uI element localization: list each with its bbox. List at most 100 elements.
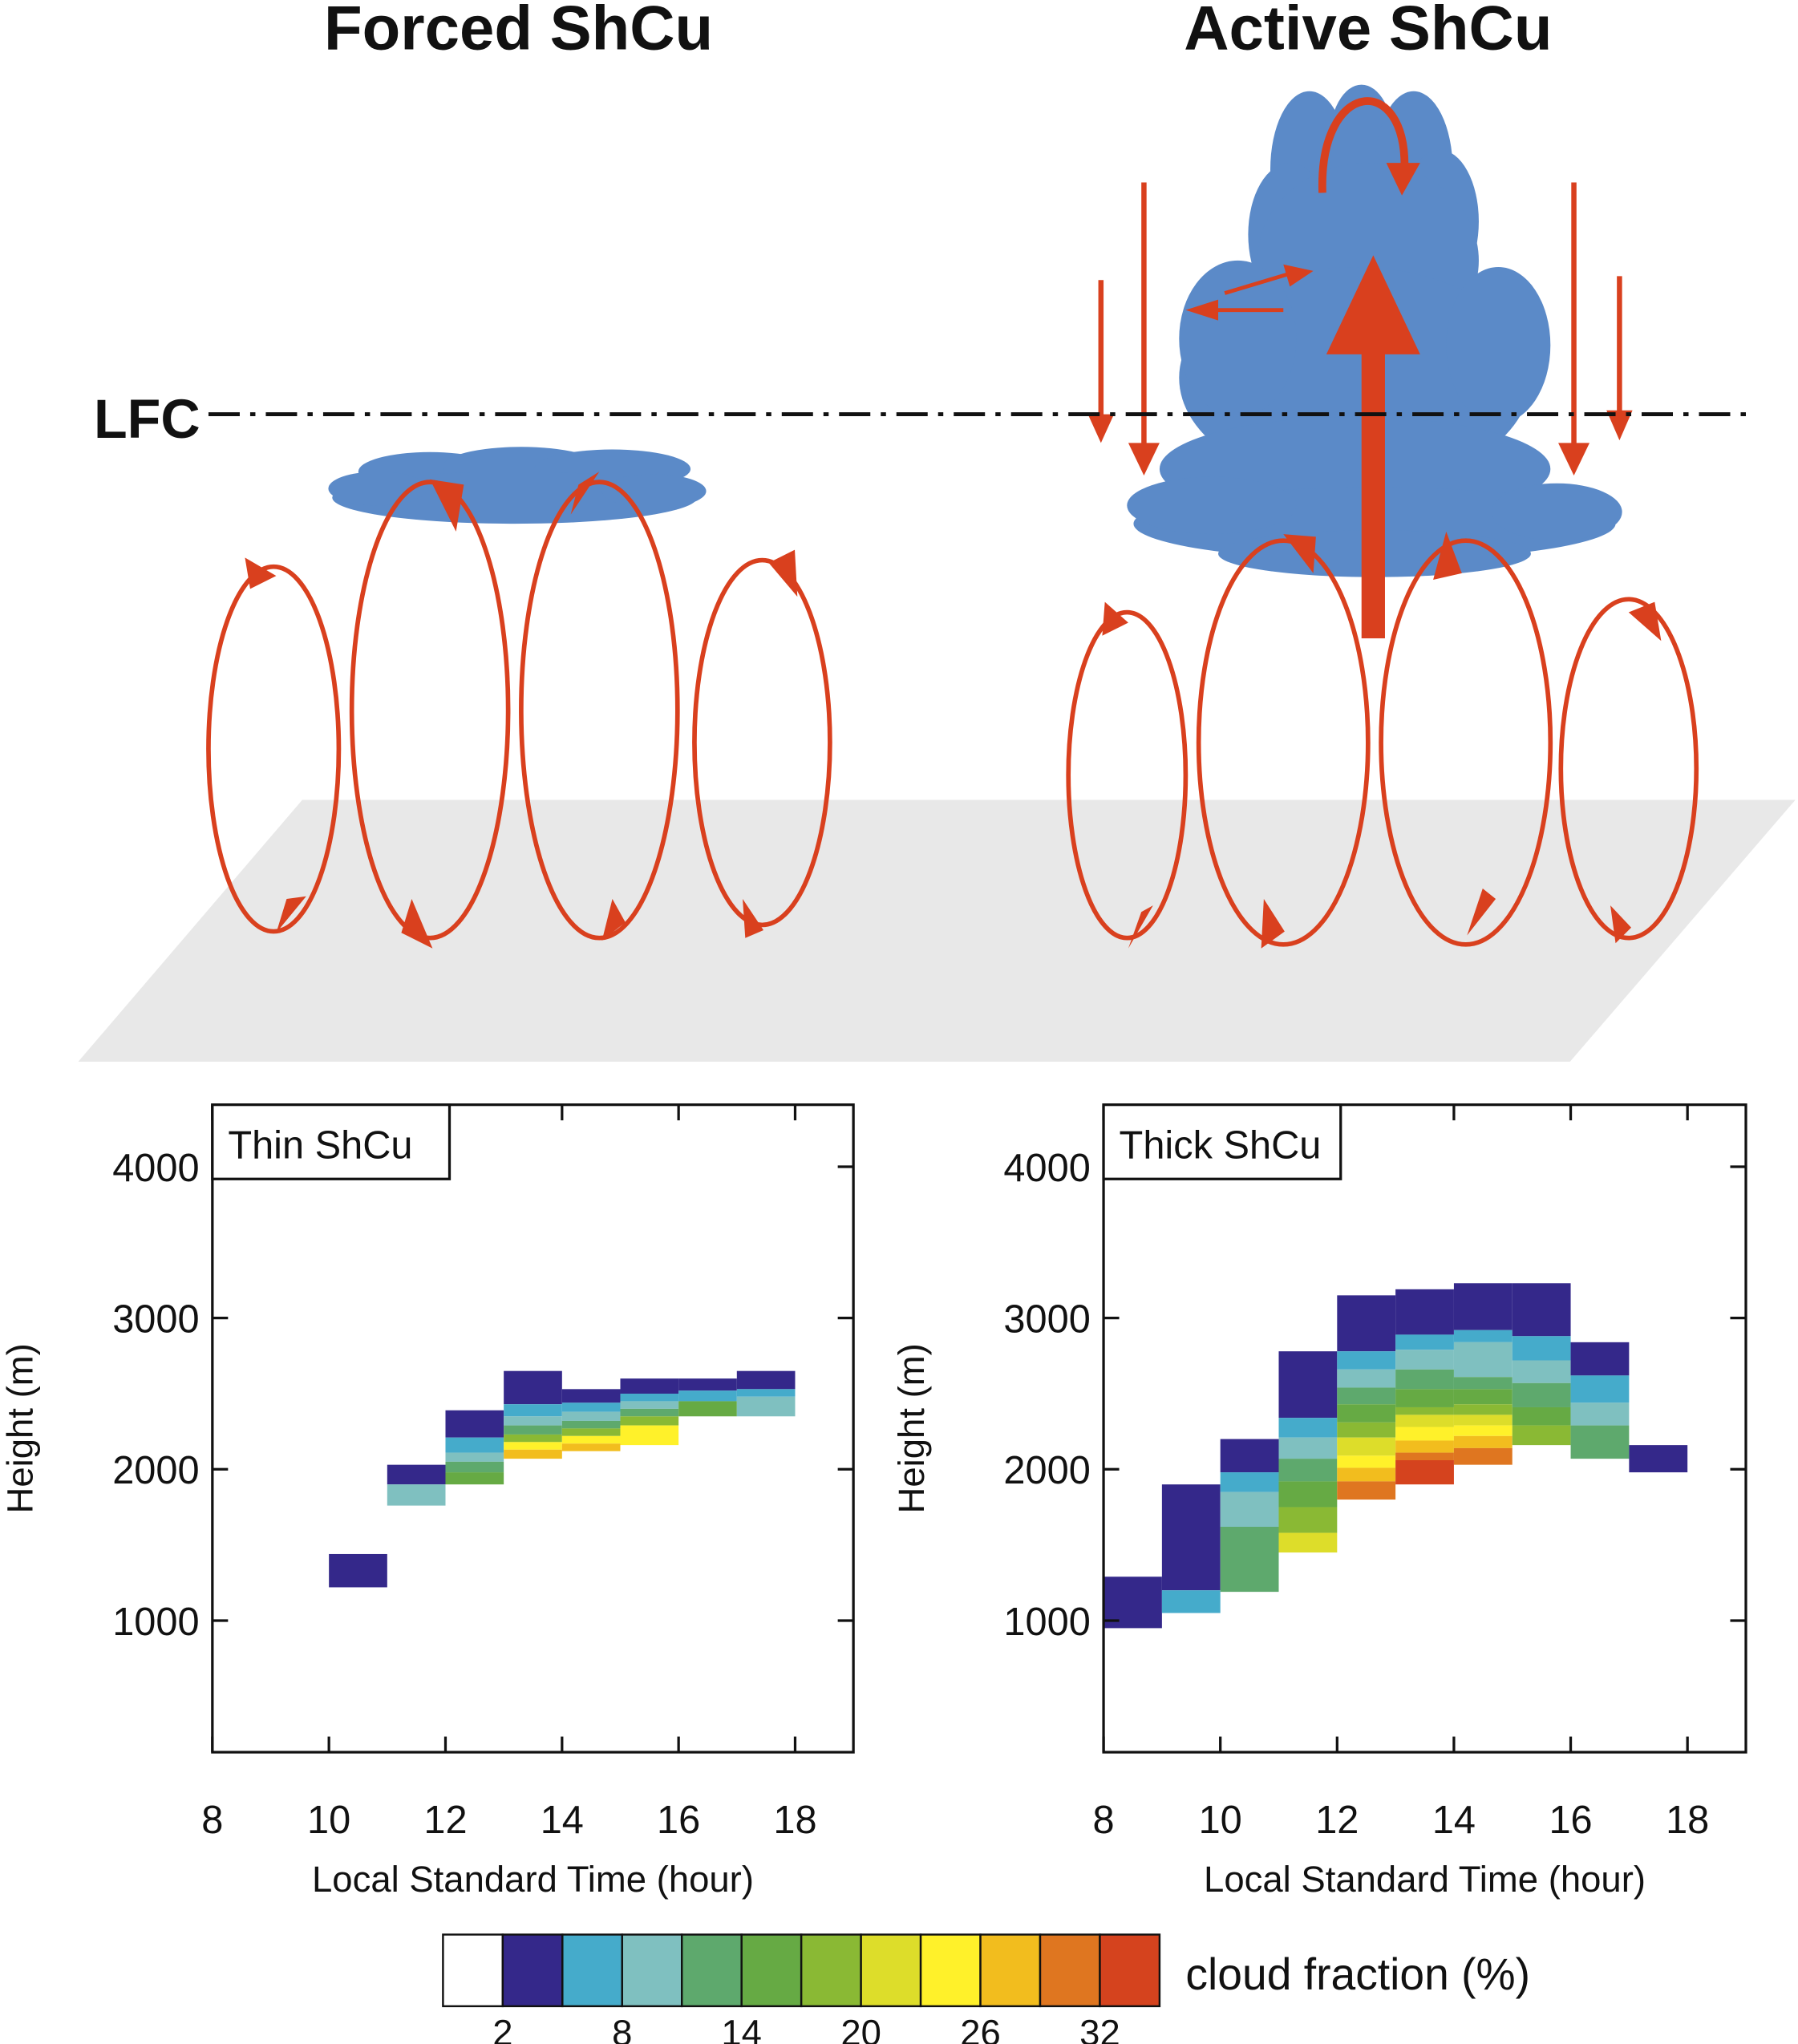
heatmap-cell <box>1629 1445 1688 1473</box>
heatmap-cell <box>1395 1389 1454 1407</box>
colorbar-tick-label: 2 <box>492 2013 512 2044</box>
heatmap-cell <box>1570 1402 1630 1426</box>
heatmap-cell <box>504 1404 562 1417</box>
heatmap-cell <box>561 1435 621 1444</box>
heatmap-cell <box>561 1443 621 1451</box>
heatmap-cell <box>1453 1377 1513 1390</box>
heatmap-cell <box>620 1401 679 1409</box>
colorbar-tick-label: 14 <box>721 2013 762 2044</box>
heatmap-cell <box>620 1408 679 1417</box>
heatmap-cell <box>504 1370 562 1405</box>
panel-label: Thick ShCu <box>1120 1123 1322 1167</box>
heatmap-cell <box>1512 1360 1571 1383</box>
heatmap-cell <box>620 1425 679 1446</box>
heatmap-cell <box>561 1389 621 1403</box>
x-tick-label: 18 <box>773 1799 816 1842</box>
panel-label-box <box>211 1103 452 1180</box>
heatmap-cell <box>1453 1330 1513 1342</box>
heatmap-cell <box>1337 1422 1396 1438</box>
heatmap-cell <box>1395 1440 1454 1453</box>
heatmap-cell <box>1453 1404 1513 1415</box>
heatmap-cell <box>1278 1351 1338 1419</box>
heatmap-cell <box>1395 1415 1454 1427</box>
colorbar-box <box>919 1933 982 2008</box>
x-tick-label: 14 <box>1432 1799 1476 1842</box>
colorbar-box <box>681 1933 743 2008</box>
colorbar-box <box>561 1933 623 2008</box>
heatmap-cell <box>504 1449 562 1459</box>
y-tick-label: 3000 <box>112 1298 199 1342</box>
heatmap-cell <box>678 1378 737 1391</box>
heatmap-cell <box>1278 1418 1338 1438</box>
heatmap-cell <box>504 1425 562 1435</box>
x-tick-label: 12 <box>423 1799 467 1842</box>
colorbar-box <box>860 1933 922 2008</box>
heatmap-cell <box>1453 1415 1513 1426</box>
heatmap-cell <box>1453 1283 1513 1330</box>
heatmap-cell <box>678 1390 737 1402</box>
colorbar-tick-label: 26 <box>960 2013 1001 2044</box>
y-tick-label: 2000 <box>112 1449 199 1492</box>
heatmap-cell <box>445 1452 504 1462</box>
y-axis-title: Height (m) <box>0 1343 41 1513</box>
heatmap-cell <box>504 1416 562 1426</box>
heatmap-cell <box>1337 1455 1396 1468</box>
heatmap-cell <box>329 1553 387 1588</box>
heatmap-cell <box>1337 1437 1396 1456</box>
heatmap-cell <box>1220 1526 1279 1593</box>
heatmap-cell <box>1570 1342 1630 1376</box>
heatmap-cell <box>1278 1437 1338 1459</box>
x-tick-label: 18 <box>1666 1799 1709 1842</box>
heatmap-cell <box>445 1437 504 1453</box>
heatmap-cell <box>1337 1351 1396 1370</box>
heatmap-cell <box>1395 1350 1454 1370</box>
heatmap-cell <box>1453 1425 1513 1436</box>
panel-label-box <box>1102 1103 1342 1180</box>
heatmap-cell <box>1512 1283 1571 1337</box>
x-tick-label: 12 <box>1315 1799 1359 1842</box>
colorbar-box <box>1039 1933 1101 2008</box>
panel-title: Active ShCu <box>1184 0 1552 63</box>
heatmap-cell <box>1337 1387 1396 1405</box>
heatmap-cell <box>736 1396 796 1417</box>
heatmap-cell <box>1395 1459 1454 1485</box>
y-axis-title: Height (m) <box>891 1343 932 1513</box>
heatmap-cell <box>1512 1407 1571 1426</box>
colorbar-box <box>621 1933 683 2008</box>
colorbar-box <box>800 1933 862 2008</box>
heatmap-cell <box>1512 1425 1571 1446</box>
heatmap-cell <box>1512 1336 1571 1361</box>
plot-frame <box>1102 1103 1747 1754</box>
heatmap-cell <box>1453 1389 1513 1405</box>
heatmap-cell <box>561 1411 621 1421</box>
colorbar-tick-label: 32 <box>1079 2013 1120 2044</box>
heatmap-cell <box>1570 1425 1630 1459</box>
x-tick-label: 10 <box>1199 1799 1242 1842</box>
heatmap-cell <box>1220 1492 1279 1527</box>
x-axis-title: Local Standard Time (hour) <box>312 1859 754 1900</box>
heatmap-cell <box>1570 1375 1630 1403</box>
active-arrows <box>1087 97 1633 639</box>
heatmap-cell <box>1453 1435 1513 1448</box>
heatmap-cell <box>1278 1532 1338 1553</box>
heatmap-cell <box>1395 1427 1454 1441</box>
heatmap-cell <box>1453 1342 1513 1378</box>
heatmap-cell <box>445 1461 504 1473</box>
y-tick-label: 1000 <box>112 1601 199 1644</box>
eddies <box>206 480 1699 947</box>
colorbar-label: cloud fraction (%) <box>1185 1949 1530 1999</box>
heatmap-cell <box>1337 1369 1396 1388</box>
heatmap-cell <box>1395 1369 1454 1390</box>
heatmap-cell <box>1278 1481 1338 1508</box>
heatmap-cell <box>504 1442 562 1450</box>
heatmap-cell <box>1161 1590 1221 1613</box>
colorbar-box <box>740 1933 803 2008</box>
colorbar-box <box>1099 1933 1161 2008</box>
y-tick-label: 4000 <box>1003 1147 1090 1190</box>
heatmap-cell <box>620 1393 679 1402</box>
y-tick-label: 2000 <box>1003 1449 1090 1492</box>
schematic: LFC Forced ShCu Active ShCu <box>78 0 1796 1062</box>
heatmap-cell <box>387 1484 446 1506</box>
heatmap-cell <box>1395 1452 1454 1460</box>
